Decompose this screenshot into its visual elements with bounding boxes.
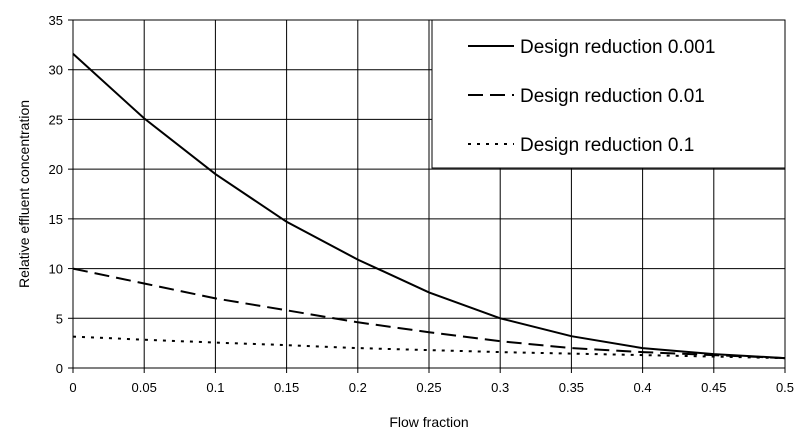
x-tick-label: 0.25 [416, 380, 441, 395]
y-tick-label: 15 [49, 212, 63, 227]
x-tick-label: 0 [69, 380, 76, 395]
y-tick-label: 0 [56, 361, 63, 376]
legend-label: Design reduction 0.001 [520, 37, 715, 58]
x-tick-label: 0.5 [776, 380, 794, 395]
chart-legend: Design reduction 0.001 Design reduction 0… [431, 19, 786, 169]
x-axis-title: Flow fraction [389, 414, 468, 430]
x-tick-label: 0.3 [491, 380, 509, 395]
legend-label: Design reduction 0.1 [520, 135, 694, 156]
legend-label: Design reduction 0.01 [520, 86, 705, 107]
x-tick-label: 0.45 [701, 380, 726, 395]
series-line-3 [72, 335, 786, 360]
y-tick-label: 25 [49, 112, 63, 127]
x-axis-ticks: 0 0.05 0.1 0.15 0.2 0.25 0.3 0.35 0.4 0.45 0.5 [69, 368, 794, 395]
series-line-2 [72, 267, 786, 360]
x-tick-label: 0.4 [634, 380, 652, 395]
y-tick-label: 10 [49, 262, 63, 277]
x-tick-label: 0.05 [132, 380, 157, 395]
y-tick-label: 35 [49, 13, 63, 28]
x-tick-label: 0.15 [274, 380, 299, 395]
y-tick-label: 5 [56, 311, 63, 326]
series-line-1 [72, 53, 786, 360]
x-tick-label: 0.2 [349, 380, 367, 395]
x-tick-label: 0.35 [559, 380, 584, 395]
x-tick-label: 0.1 [206, 380, 224, 395]
y-tick-label: 20 [49, 162, 63, 177]
y-axis-title: Relative effluent concentration [16, 100, 32, 288]
y-tick-label: 30 [49, 63, 63, 78]
chart-series-layer [72, 53, 786, 360]
y-axis-ticks: 0 5 10 15 20 25 30 35 [49, 13, 73, 376]
